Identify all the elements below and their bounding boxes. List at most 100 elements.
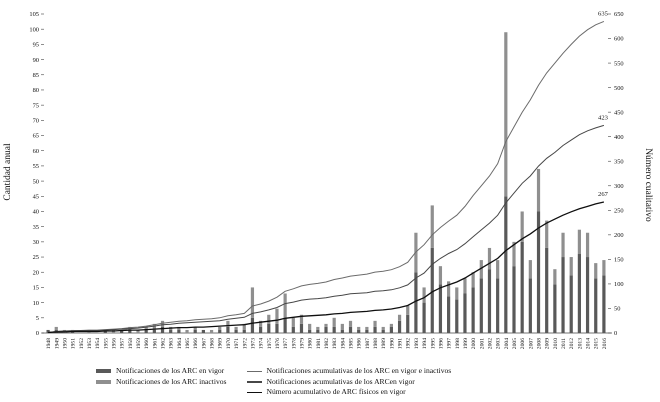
legend-line-column: Notificaciones acumulativas de los ARC e… [246,366,452,398]
svg-text:1968: 1968 [210,338,216,349]
legend-item-bars-inactive: Notificaciones de los ARC inactivos [96,377,227,388]
svg-text:70: 70 [33,118,39,125]
svg-text:350: 350 [614,158,624,165]
svg-text:75: 75 [33,102,39,109]
svg-text:0: 0 [614,330,617,337]
svg-text:1984: 1984 [340,338,346,349]
svg-text:1949: 1949 [54,338,60,349]
svg-text:1982: 1982 [324,338,330,349]
svg-text:650: 650 [614,11,624,18]
svg-text:1954: 1954 [95,338,101,349]
line-swatch-cumulative-all [246,370,262,372]
svg-text:2012: 2012 [569,338,575,349]
svg-text:1999: 1999 [463,338,469,349]
svg-text:1996: 1996 [438,338,444,349]
svg-text:250: 250 [614,208,624,215]
legend-label-physical-in-force: Número acumulativo de ARC físicos en vig… [266,387,406,396]
svg-text:1957: 1957 [120,338,126,349]
svg-text:1951: 1951 [71,338,77,349]
svg-text:85: 85 [33,72,39,79]
svg-text:1990: 1990 [389,338,395,349]
svg-text:25: 25 [33,254,39,261]
svg-text:15: 15 [33,285,39,292]
legend-item-bars-in-force: Notificaciones de los ARC en vigor [96,366,227,377]
svg-text:2013: 2013 [577,338,583,349]
svg-text:60: 60 [33,148,39,155]
svg-text:40: 40 [33,209,39,216]
svg-text:1979: 1979 [299,338,305,349]
svg-text:1998: 1998 [455,338,461,349]
legend-bar-column: Notificaciones de los ARC en vigor Notif… [96,366,227,398]
svg-text:1956: 1956 [111,338,117,349]
svg-text:1966: 1966 [193,338,199,349]
legend-label-cumulative-all: Notificaciones acumulativas de los ARC e… [266,366,452,375]
svg-text:1971: 1971 [234,338,240,349]
svg-text:1955: 1955 [103,338,109,349]
svg-text:550: 550 [614,60,624,67]
svg-text:1976: 1976 [275,338,281,349]
svg-text:2010: 2010 [553,338,559,349]
svg-text:65: 65 [33,133,39,140]
svg-text:1964: 1964 [177,338,183,349]
svg-text:1962: 1962 [161,338,167,349]
legend-item-physical-in-force: Número acumulativo de ARC físicos en vig… [246,387,452,398]
svg-text:450: 450 [614,109,624,116]
svg-text:1973: 1973 [250,338,256,349]
svg-text:55: 55 [33,163,39,170]
svg-text:200: 200 [614,232,624,239]
legend-label-cumulative-in-force: Notificaciones acumulativas de los ARCen… [266,376,415,386]
svg-text:1958: 1958 [128,338,134,349]
legend-item-cumulative-all: Notificaciones acumulativas de los ARC e… [246,366,452,377]
svg-text:1993: 1993 [414,338,420,349]
svg-text:2015: 2015 [594,338,600,349]
svg-text:1986: 1986 [357,338,363,349]
svg-text:400: 400 [614,134,624,141]
svg-text:300: 300 [614,183,624,190]
svg-text:10: 10 [33,300,39,307]
svg-text:90: 90 [33,57,39,64]
svg-text:1961: 1961 [152,338,158,349]
svg-text:20: 20 [33,269,39,276]
svg-text:635: 635 [598,10,609,17]
svg-text:1953: 1953 [87,338,93,349]
svg-text:1972: 1972 [242,338,248,349]
bar-swatch-inactive [96,379,111,384]
svg-text:1994: 1994 [422,338,428,349]
svg-text:1977: 1977 [283,338,289,349]
svg-text:30: 30 [33,239,39,246]
svg-text:1985: 1985 [349,338,355,349]
svg-text:1975: 1975 [267,338,273,349]
svg-text:1981: 1981 [316,338,322,349]
svg-text:45: 45 [33,193,39,200]
svg-text:1950: 1950 [62,338,68,349]
svg-text:2009: 2009 [545,338,551,349]
svg-text:150: 150 [614,257,624,264]
svg-text:2001: 2001 [479,338,485,349]
svg-text:1991: 1991 [398,338,404,349]
bar-swatch-in-force [96,369,111,374]
svg-text:100: 100 [29,26,39,33]
svg-text:1974: 1974 [259,338,265,349]
svg-text:0: 0 [36,330,39,337]
svg-text:2004: 2004 [504,338,510,349]
svg-text:500: 500 [614,85,624,92]
svg-text:2002: 2002 [487,338,493,349]
svg-text:2008: 2008 [537,338,543,349]
svg-text:1995: 1995 [430,338,436,349]
legend-label-bars-inactive: Notificaciones de los ARC inactivos [116,376,227,386]
svg-text:1983: 1983 [332,338,338,349]
svg-text:423: 423 [598,114,609,121]
svg-text:2007: 2007 [528,338,534,349]
svg-text:1965: 1965 [185,338,191,349]
legend-item-cumulative-in-force: Notificaciones acumulativas de los ARCen… [246,376,452,388]
svg-text:95: 95 [33,42,39,49]
svg-text:1988: 1988 [373,338,379,349]
svg-text:1969: 1969 [218,338,224,349]
svg-text:2003: 2003 [496,338,502,349]
svg-text:1997: 1997 [447,338,453,349]
svg-text:1963: 1963 [169,338,175,349]
left-axis-title: Cantidad anual [3,143,13,201]
svg-text:35: 35 [33,224,39,231]
svg-text:5: 5 [36,315,39,322]
line-swatch-cumulative-in-force [246,381,262,383]
